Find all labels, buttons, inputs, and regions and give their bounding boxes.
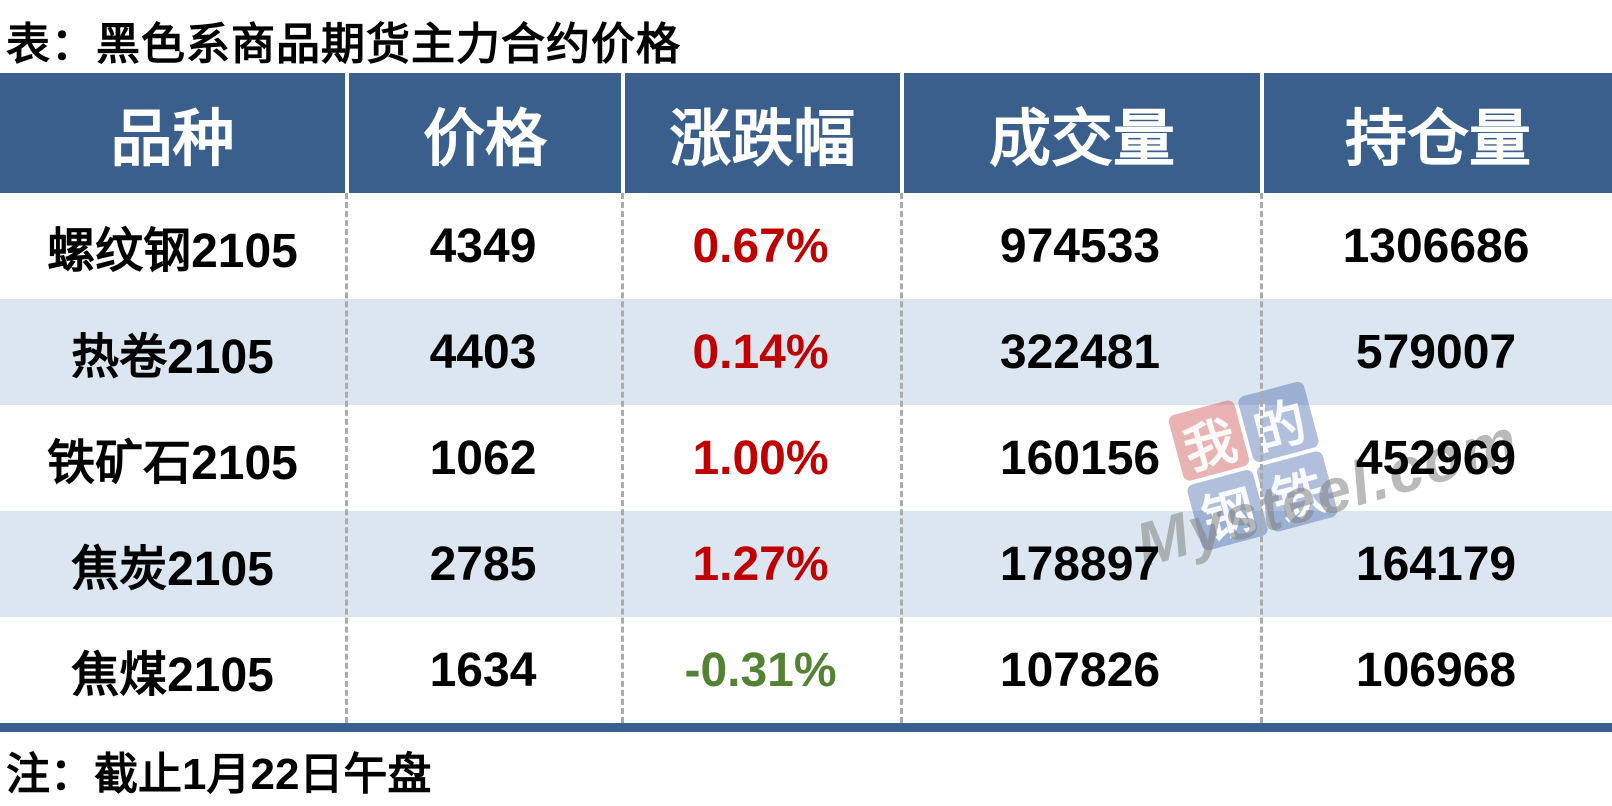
- column-divider: [345, 193, 348, 723]
- price-cell: 1062: [429, 431, 537, 485]
- page-note: 注：截止1月22日午盘: [6, 750, 432, 799]
- table-bottom-rule: [0, 723, 1612, 732]
- header-variety: 品种: [110, 106, 235, 174]
- header-change: 涨跌幅: [621, 73, 900, 193]
- page-title: 表：黑色系商品期货主力合约价格: [6, 20, 681, 69]
- open-interest-cell: 452969: [1355, 431, 1517, 485]
- table-row: 热卷2105 4403 0.14% 322481 579007: [0, 299, 1612, 405]
- column-divider: [1260, 193, 1263, 723]
- table-header-row: 品种 价格 涨跌幅 成交量 持仓量: [0, 73, 1612, 193]
- table-row: 螺纹钢2105 4349 0.67% 974533 1306686: [0, 193, 1612, 299]
- change-cell: 1.27%: [692, 537, 829, 591]
- header-price: 价格: [345, 73, 621, 193]
- open-interest-cell: 1306686: [1342, 219, 1530, 273]
- price-cell: 4403: [429, 325, 537, 379]
- change-cell: 0.14%: [692, 325, 829, 379]
- price-cell: 2785: [429, 537, 537, 591]
- volume-cell: 107826: [999, 643, 1161, 697]
- table-row: 铁矿石2105 1062 1.00% 160156 452969: [0, 405, 1612, 511]
- open-interest-cell: 164179: [1355, 537, 1517, 591]
- futures-price-table: 品种 价格 涨跌幅 成交量 持仓量 螺纹钢2105 4349 0.67% 974…: [0, 73, 1612, 723]
- variety-cell: 铁矿石2105: [47, 437, 298, 490]
- change-cell: -0.31%: [684, 643, 837, 697]
- variety-cell: 焦炭2105: [71, 543, 274, 596]
- table-row: 焦炭2105 2785 1.27% 178897 164179: [0, 511, 1612, 617]
- column-divider: [900, 193, 903, 723]
- variety-cell: 螺纹钢2105: [47, 225, 298, 278]
- open-interest-cell: 579007: [1355, 325, 1517, 379]
- volume-cell: 322481: [999, 325, 1161, 379]
- table-row: 焦煤2105 1634 -0.31% 107826 106968: [0, 617, 1612, 723]
- change-cell: 1.00%: [692, 431, 829, 485]
- variety-cell: 焦煤2105: [71, 649, 274, 702]
- volume-cell: 178897: [999, 537, 1161, 591]
- price-cell: 4349: [429, 219, 537, 273]
- column-divider: [621, 193, 624, 723]
- change-cell: 0.67%: [692, 219, 829, 273]
- header-open-interest: 持仓量: [1260, 73, 1612, 193]
- volume-cell: 160156: [999, 431, 1161, 485]
- header-volume: 成交量: [900, 73, 1260, 193]
- price-cell: 1634: [429, 643, 537, 697]
- variety-cell: 热卷2105: [71, 331, 274, 384]
- volume-cell: 974533: [999, 219, 1161, 273]
- open-interest-cell: 106968: [1355, 643, 1517, 697]
